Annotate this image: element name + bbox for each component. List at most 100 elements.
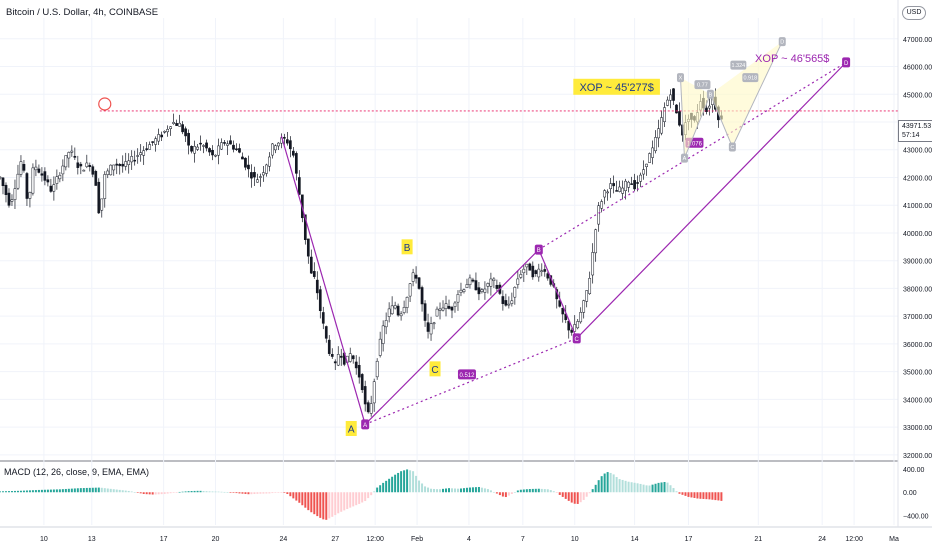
last-price-value: 43971.53 xyxy=(902,123,932,130)
macd-bar xyxy=(507,492,510,496)
candle-up xyxy=(178,122,181,127)
macd-bar xyxy=(525,489,528,493)
candle-up xyxy=(274,145,277,151)
annotation-box xyxy=(401,239,413,255)
candle-up xyxy=(82,169,86,172)
macd-bar xyxy=(190,491,193,493)
macd-bar xyxy=(205,491,208,493)
candle-up xyxy=(142,150,146,156)
macd-bar xyxy=(561,492,564,497)
candle-up xyxy=(648,153,651,163)
macd-bar xyxy=(450,488,453,493)
macd-bar xyxy=(564,492,567,499)
macd-bar xyxy=(94,487,97,493)
macd-bar xyxy=(600,476,603,493)
macd-bar xyxy=(55,489,58,493)
small-ratio-badge xyxy=(730,60,747,70)
small-ratio-label: 1.324 xyxy=(731,63,745,69)
macd-bar xyxy=(430,488,433,493)
macd-bar xyxy=(157,492,160,495)
macd-bar xyxy=(579,492,582,503)
macd-bar xyxy=(274,492,277,493)
macd-bar xyxy=(379,485,382,493)
macd-bar xyxy=(346,492,349,509)
candle-down xyxy=(223,142,226,144)
price-tick-label: 38000.00 xyxy=(903,286,932,293)
pattern-point-label: C xyxy=(575,337,580,343)
macd-bar xyxy=(97,487,100,493)
macd-bar xyxy=(265,492,268,494)
small-ratio-label: 0.918 xyxy=(743,76,757,82)
candle-down xyxy=(339,355,343,358)
macd-bar xyxy=(163,492,166,494)
candle-up xyxy=(408,283,412,297)
price-tick-label: 33000.00 xyxy=(903,425,932,432)
candle-down xyxy=(294,153,298,174)
macd-bar xyxy=(445,488,448,493)
candle-down xyxy=(678,111,681,126)
macd-bar xyxy=(127,490,130,493)
candle-up xyxy=(214,154,217,157)
annotation-label: C xyxy=(431,365,438,376)
time-tick-label: 10 xyxy=(571,536,579,543)
macd-bar xyxy=(325,492,328,520)
candle-down xyxy=(363,386,367,405)
candle-down xyxy=(291,150,295,156)
candle-up xyxy=(13,188,17,200)
time-tick-label: 21 xyxy=(754,536,762,543)
macd-bar xyxy=(25,490,28,493)
macd-bar xyxy=(37,489,40,493)
macd-bar xyxy=(663,482,666,493)
macd-bar xyxy=(400,471,403,493)
candle-up xyxy=(411,272,415,282)
candle-up xyxy=(480,289,484,292)
macd-bar xyxy=(528,488,531,493)
candle-up xyxy=(573,324,577,332)
annotation-box xyxy=(345,420,357,436)
ratio-badge-label: 1.076 xyxy=(687,141,703,147)
candle-down xyxy=(121,163,125,167)
macd-bar xyxy=(148,492,151,495)
pattern-overlay: A B C D 0.512 1.076 X A B C D 0.77 1.324 0.918 XOP ~ 4… xyxy=(98,37,898,436)
macd-bar xyxy=(406,469,409,493)
macd-bar xyxy=(160,492,163,495)
candle-up xyxy=(372,381,376,404)
currency-button[interactable]: USD xyxy=(902,6,926,20)
candle-down xyxy=(199,142,202,145)
macd-bar xyxy=(7,491,10,493)
macd-bar xyxy=(546,489,549,493)
ratio-badge xyxy=(457,369,476,380)
macd-bar xyxy=(319,492,322,518)
candle-down xyxy=(73,155,77,158)
macd-bar xyxy=(133,492,136,493)
macd-bar xyxy=(678,492,681,494)
macd-bar xyxy=(492,491,495,493)
candle-down xyxy=(1,177,5,187)
candle-down xyxy=(705,107,708,112)
small-pattern-leg xyxy=(684,94,711,159)
time-tick-label: 7 xyxy=(521,536,525,543)
candle-down xyxy=(235,148,238,151)
macd-tick-label: 400.00 xyxy=(903,467,925,474)
candle-up xyxy=(465,284,469,288)
macd-bar xyxy=(537,488,540,493)
macd-bar xyxy=(367,492,370,499)
candle-up xyxy=(52,184,56,192)
candle-down xyxy=(91,166,95,175)
macd-bar xyxy=(208,491,211,493)
macd-bar xyxy=(49,489,52,493)
candle-down xyxy=(49,185,53,192)
candle-down xyxy=(145,148,149,150)
macd-bar xyxy=(106,488,109,493)
candle-down xyxy=(4,184,8,195)
candle-down xyxy=(94,171,98,186)
macd-bar xyxy=(702,492,705,499)
candle-up xyxy=(163,130,166,133)
macd-bar xyxy=(462,488,465,493)
macd-bar xyxy=(436,489,439,493)
candle-down xyxy=(414,274,418,279)
candle-down xyxy=(241,156,244,160)
macd-bar xyxy=(259,492,262,494)
candle-up xyxy=(336,354,340,366)
